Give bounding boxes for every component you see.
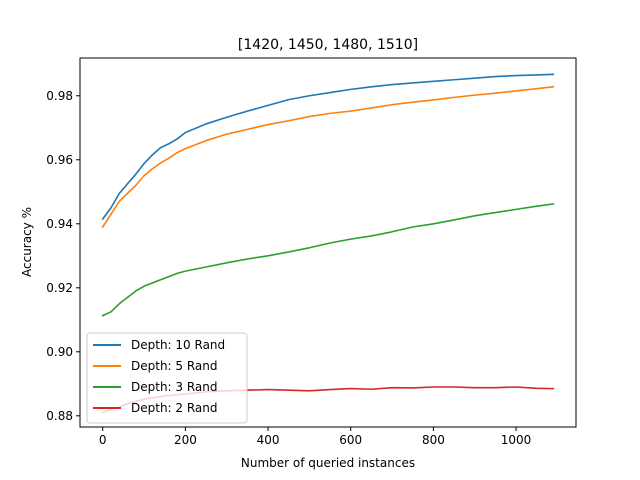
legend-label: Depth: 3 Rand — [131, 380, 218, 394]
y-axis-label: Accuracy % — [20, 207, 34, 277]
x-tick-label: 800 — [422, 433, 445, 447]
y-tick-label: 0.96 — [46, 153, 73, 167]
legend: Depth: 10 Rand Depth: 5 Rand Depth: 3 Rand… — [86, 332, 248, 424]
x-axis: 0 200 400 600 800 1000 — [99, 427, 531, 447]
x-tick-label: 600 — [339, 433, 362, 447]
x-axis-label: Number of queried instances — [241, 456, 415, 470]
legend-label: Depth: 5 Rand — [131, 359, 218, 373]
axes-frame — [79, 57, 577, 428]
y-tick-label: 0.92 — [46, 281, 73, 295]
x-tick-label: 0 — [99, 433, 107, 447]
series-line-3 — [101, 203, 555, 317]
chart-title: [1420, 1450, 1480, 1510] — [238, 37, 418, 53]
legend-label: Depth: 10 Rand — [131, 338, 225, 352]
series-line-1 — [101, 73, 555, 221]
y-axis: 0.88 0.90 0.92 0.94 0.96 0.98 — [46, 89, 80, 423]
x-tick-label: 200 — [174, 433, 197, 447]
x-tick-label: 1000 — [501, 433, 532, 447]
legend-box — [86, 332, 248, 424]
legend-label: Depth: 2 Rand — [131, 401, 218, 415]
series-line-2 — [101, 85, 555, 229]
y-tick-label: 0.90 — [46, 345, 73, 359]
x-tick-label: 400 — [257, 433, 280, 447]
y-tick-label: 0.94 — [46, 217, 73, 231]
y-tick-label: 0.88 — [46, 409, 73, 423]
y-tick-label: 0.98 — [46, 89, 73, 103]
